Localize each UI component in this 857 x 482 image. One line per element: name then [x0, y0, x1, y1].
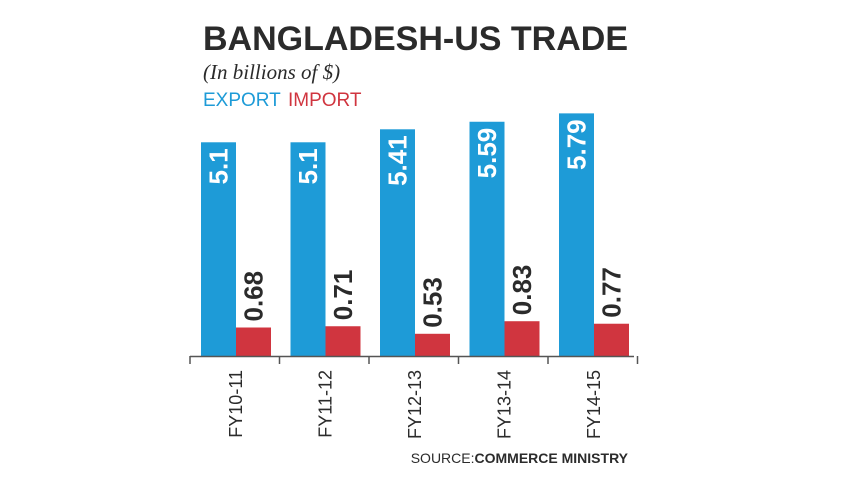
- import-bar-fy11-12: [325, 326, 361, 356]
- export-value-label: 5.1: [204, 148, 234, 184]
- import-value-label: 0.71: [328, 270, 358, 321]
- x-axis: FY10-11 FY11-12 FY12-13 FY13-14 FY14-15: [189, 355, 639, 439]
- chart-title: BANGLADESH-US TRADE: [203, 20, 628, 58]
- import-value-label: 0.83: [507, 265, 537, 316]
- export-bar-fy11-12: [290, 142, 326, 356]
- source-prefix: SOURCE:: [411, 450, 475, 466]
- source-note: SOURCE:COMMERCE MINISTRY: [411, 450, 629, 466]
- import-bar-fy13-14: [504, 321, 540, 356]
- x-tick-label: FY10-11: [226, 370, 246, 438]
- x-tick-label: FY12-13: [405, 370, 425, 439]
- x-tick-label: FY14-15: [584, 370, 604, 439]
- export-value-label: 5.1: [293, 148, 323, 184]
- import-value-label: 0.53: [418, 277, 448, 328]
- export-bar-fy12-13: [380, 129, 415, 356]
- export-bar-fy10-11: [201, 142, 236, 356]
- x-tick-label: FY13-14: [495, 370, 515, 439]
- bars-group: 5.1 0.68 5.1 0.71 5.41 0.53 5.59 0.83 5.79 0.77: [201, 113, 629, 356]
- import-bar-fy10-11: [236, 327, 271, 356]
- source-name: COMMERCE MINISTRY: [475, 450, 629, 466]
- export-value-label: 5.41: [383, 135, 413, 186]
- import-bar-fy14-15: [594, 323, 629, 356]
- x-tick-label: FY11-12: [316, 370, 336, 438]
- import-bar-fy12-13: [415, 333, 450, 356]
- import-value-label: 0.77: [597, 267, 627, 318]
- legend-import: IMPORT: [288, 90, 362, 111]
- chart-subtitle: (In billions of $): [203, 60, 340, 84]
- import-value-label: 0.68: [239, 271, 269, 322]
- export-value-label: 5.59: [472, 128, 502, 179]
- legend-export: EXPORT: [203, 90, 281, 111]
- export-bar-fy14-15: [559, 113, 594, 356]
- export-value-label: 5.79: [562, 119, 592, 170]
- export-bar-fy13-14: [469, 121, 505, 356]
